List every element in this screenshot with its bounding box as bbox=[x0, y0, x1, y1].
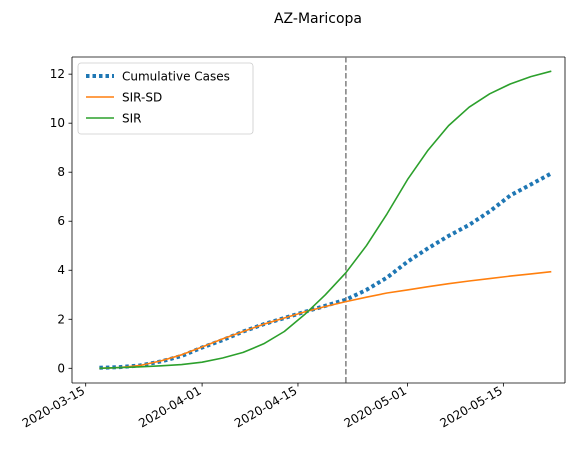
x-tick-label: 2020-05-01 bbox=[342, 383, 409, 430]
x-tick-label: 2020-03-15 bbox=[20, 383, 87, 430]
legend-box bbox=[77, 62, 254, 135]
chart-title: AZ-Maricopa bbox=[274, 11, 362, 27]
legend-label: SIR bbox=[122, 112, 142, 126]
legend-label: Cumulative Cases bbox=[122, 70, 230, 84]
y-tick-label: 8 bbox=[57, 165, 65, 179]
series-line-cumulative-cases bbox=[99, 171, 553, 370]
x-tick-label: 2020-05-15 bbox=[437, 383, 504, 430]
x-tick-label: 2020-04-01 bbox=[136, 383, 203, 430]
y-tick-label: 4 bbox=[57, 263, 65, 277]
legend-label: SIR-SD bbox=[122, 91, 162, 105]
y-tick-label: 12 bbox=[50, 67, 65, 81]
y-tick-label: 2 bbox=[57, 312, 65, 326]
x-tick-label: 2020-04-15 bbox=[232, 383, 299, 430]
series-line-sir-sd bbox=[99, 270, 552, 370]
y-tick-label: 10 bbox=[50, 116, 65, 130]
series-line-sir bbox=[99, 70, 552, 370]
y-tick-label: 0 bbox=[57, 361, 65, 375]
legend: Cumulative Cases SIR-SD SIR bbox=[77, 62, 254, 135]
y-tick-label: 6 bbox=[57, 214, 65, 228]
